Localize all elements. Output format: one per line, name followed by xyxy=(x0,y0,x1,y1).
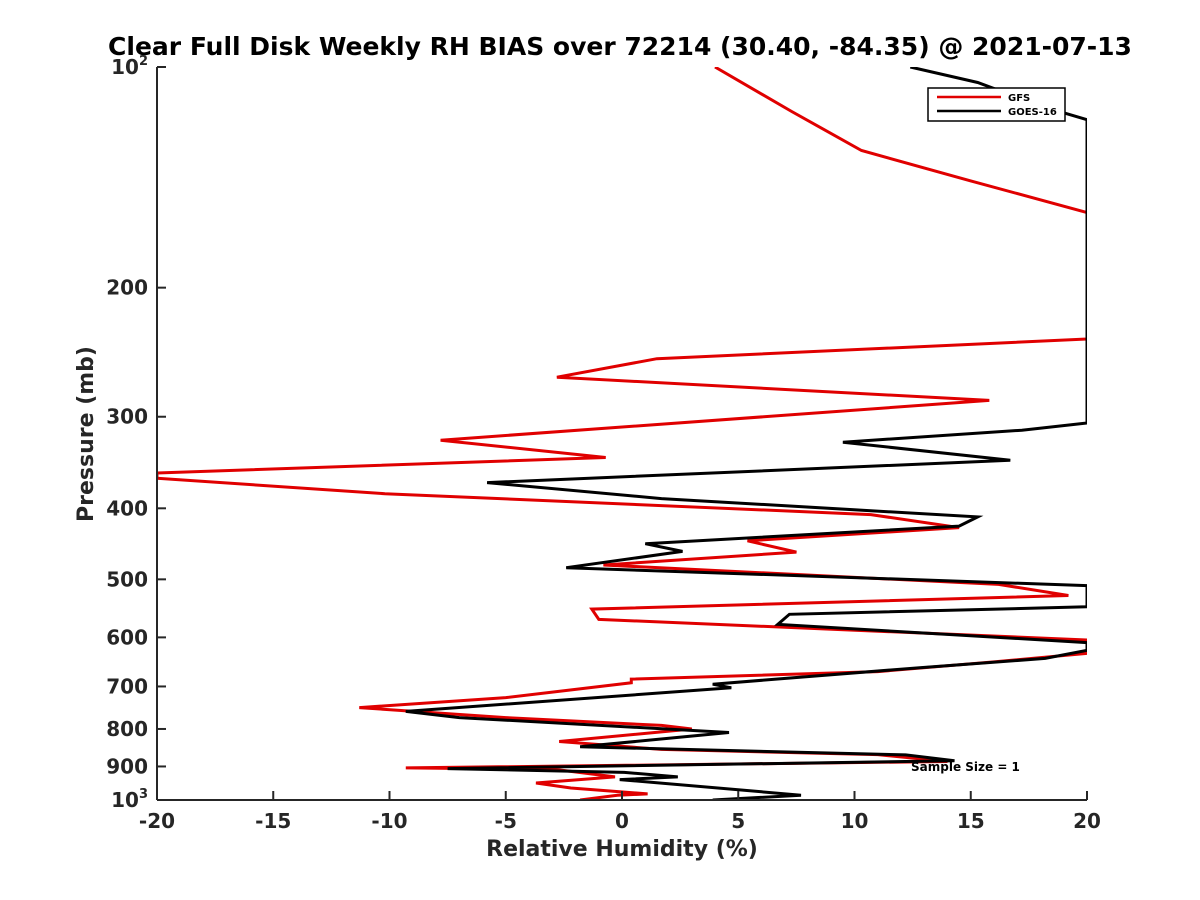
y-tick-label-base: 800 xyxy=(106,717,148,741)
y-tick-label-exponent: 3 xyxy=(139,787,148,802)
x-tick-label: -20 xyxy=(139,809,175,833)
legend-goes16-label: GOES-16 xyxy=(1008,107,1057,118)
series-line-goes-16 xyxy=(405,67,1087,800)
y-tick-label: 700 xyxy=(106,674,148,698)
x-tick-label: 0 xyxy=(615,809,629,833)
y-axis-label: Pressure (mb) xyxy=(74,346,99,522)
y-tick-label-base: 10 xyxy=(111,55,139,79)
y-tick-label: 600 xyxy=(106,625,148,649)
y-tick-label-base: 300 xyxy=(106,405,148,429)
y-tick-label: 900 xyxy=(106,754,148,778)
y-tick-label-exponent: 2 xyxy=(139,54,148,69)
x-tick-label: -5 xyxy=(495,809,517,833)
x-axis-label: Relative Humidity (%) xyxy=(486,837,758,862)
y-tick-label: 400 xyxy=(106,496,148,520)
y-tick-label: 500 xyxy=(106,567,148,591)
legend-gfs-label: GFS xyxy=(1008,93,1030,104)
legend-box xyxy=(927,87,1066,122)
y-tick-label: 103 xyxy=(111,787,148,812)
legend: GFS GOES-16 xyxy=(927,87,1066,122)
x-tick-label: 20 xyxy=(1073,809,1101,833)
y-tick-label-base: 600 xyxy=(106,625,148,649)
x-tick-label: 15 xyxy=(957,809,985,833)
chart-title: Clear Full Disk Weekly RH BIAS over 7221… xyxy=(108,32,1132,61)
y-tick-label: 300 xyxy=(106,405,148,429)
y-tick-label-base: 200 xyxy=(106,276,148,300)
y-tick-label: 800 xyxy=(106,717,148,741)
y-tick-label-base: 400 xyxy=(106,496,148,520)
x-tick-label: 10 xyxy=(841,809,869,833)
y-tick-label-base: 700 xyxy=(106,674,148,698)
sample-size-annotation: Sample Size = 1 xyxy=(911,760,1020,774)
plot-area xyxy=(157,67,1087,800)
y-tick-label: 200 xyxy=(106,276,148,300)
x-tick-label: -10 xyxy=(371,809,407,833)
y-tick-label: 102 xyxy=(111,54,148,79)
x-tick-label: -15 xyxy=(255,809,291,833)
y-tick-label-base: 10 xyxy=(111,788,139,812)
series-layer xyxy=(157,67,1087,800)
x-axis-ticks: -20 -15 -10 -5 0 5 10 15 20 xyxy=(139,791,1101,833)
x-tick-label: 5 xyxy=(731,809,745,833)
y-tick-label-base: 500 xyxy=(106,567,148,591)
y-tick-label-base: 900 xyxy=(106,754,148,778)
